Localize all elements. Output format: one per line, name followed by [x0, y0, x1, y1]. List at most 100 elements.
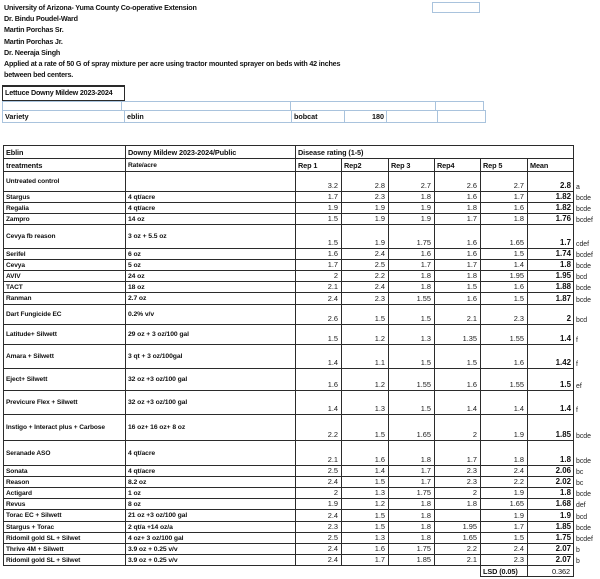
rate-cell[interactable]: 3.9 oz + 0.25 v/v — [125, 543, 296, 555]
rep-value-cell[interactable]: 1.1 — [341, 344, 389, 369]
mean-cell[interactable]: 2.06 — [526, 465, 575, 477]
rep-value-cell[interactable]: 2.7 — [388, 171, 435, 192]
rep-value-cell[interactable]: 2.4 — [480, 465, 528, 477]
mean-cell[interactable]: 1.82 — [526, 202, 575, 214]
rep-value-cell[interactable]: 1.5 — [295, 213, 342, 225]
variety-value-cell[interactable]: 180 — [344, 110, 387, 123]
empty-cell[interactable] — [386, 110, 438, 123]
treatment-cell[interactable]: Eject+ Silwett — [3, 368, 126, 391]
treatment-cell[interactable]: Regalia — [3, 202, 126, 214]
mean-cell[interactable]: 1.95 — [526, 270, 575, 282]
header-mean[interactable]: Mean — [526, 158, 575, 172]
rep-value-cell[interactable]: 1.65 — [480, 224, 528, 249]
rep-value-cell[interactable]: 1.5 — [388, 304, 435, 325]
rate-cell[interactable]: 3.9 oz + 0.25 v/v — [125, 554, 296, 566]
header-rep2[interactable]: Rep2 — [341, 158, 389, 172]
rep-value-cell[interactable]: 1.6 — [341, 543, 389, 555]
mean-cell[interactable]: 1.8 — [526, 487, 575, 499]
lsd-label-cell[interactable]: LSD (0.05) — [480, 565, 528, 577]
rep-value-cell[interactable]: 1.3 — [341, 532, 389, 544]
rep-value-cell[interactable]: 1.9 — [480, 414, 528, 441]
rep-value-cell[interactable]: 1.5 — [341, 304, 389, 325]
header-trial[interactable]: Downy Mildew 2023-2024/Public — [125, 145, 296, 159]
rep-value-cell[interactable]: 2.5 — [295, 532, 342, 544]
rep-value-cell[interactable]: 2.2 — [434, 543, 481, 555]
rep-value-cell[interactable]: 2.3 — [295, 521, 342, 533]
mean-cell[interactable]: 1.7 — [526, 224, 575, 249]
rep-value-cell[interactable]: 1.7 — [388, 465, 435, 477]
mean-cell[interactable]: 1.88 — [526, 281, 575, 293]
rep-value-cell[interactable]: 1.7 — [341, 554, 389, 566]
rep-value-cell[interactable]: 1.5 — [480, 248, 528, 260]
header-treatments[interactable]: treatments — [3, 158, 126, 172]
rep-value-cell[interactable]: 1.9 — [388, 202, 435, 214]
rep-value-cell[interactable]: 1.6 — [295, 368, 342, 391]
mean-cell[interactable]: 1.85 — [526, 521, 575, 533]
treatment-cell[interactable]: Ranman — [3, 292, 126, 305]
rep-value-cell[interactable]: 1.5 — [295, 324, 342, 345]
treatment-cell[interactable]: Cevya fb reason — [3, 224, 126, 249]
rep-value-cell[interactable]: 1.5 — [341, 509, 389, 522]
rep-value-cell[interactable]: 2.5 — [295, 465, 342, 477]
rep-value-cell[interactable]: 2.3 — [434, 465, 481, 477]
header-rep1[interactable]: Rep 1 — [295, 158, 342, 172]
rep-value-cell[interactable]: 1.75 — [388, 224, 435, 249]
rep-value-cell[interactable]: 1.3 — [341, 390, 389, 415]
rep-value-cell[interactable]: 1.9 — [341, 213, 389, 225]
header-eblin[interactable]: Eblin — [3, 145, 126, 159]
rep-value-cell[interactable]: 1.6 — [434, 191, 481, 203]
rep-value-cell[interactable]: 2.3 — [434, 476, 481, 488]
treatment-cell[interactable]: Previcure Flex + Silwett — [3, 390, 126, 415]
rep-value-cell[interactable]: 1.7 — [480, 521, 528, 533]
treatment-cell[interactable]: Serifel — [3, 248, 126, 260]
rep-value-cell[interactable]: 1.6 — [480, 202, 528, 214]
rep-value-cell[interactable]: 1.8 — [388, 281, 435, 293]
rep-value-cell[interactable]: 1.5 — [480, 532, 528, 544]
rep-value-cell[interactable]: 1.5 — [388, 390, 435, 415]
rep-value-cell[interactable]: 1.8 — [388, 498, 435, 510]
rep-value-cell[interactable]: 1.9 — [295, 202, 342, 214]
rep-value-cell[interactable]: 1.2 — [341, 324, 389, 345]
rep-value-cell[interactable]: 1.35 — [434, 324, 481, 345]
rep-value-cell[interactable]: 2 — [295, 487, 342, 499]
mean-cell[interactable]: 1.8 — [526, 259, 575, 271]
mean-cell[interactable]: 2.07 — [526, 543, 575, 555]
mean-cell[interactable]: 1.4 — [526, 324, 575, 345]
mean-cell[interactable]: 1.74 — [526, 248, 575, 260]
mean-cell[interactable]: 2 — [526, 304, 575, 325]
rep-value-cell[interactable]: 2.8 — [341, 171, 389, 192]
rate-cell[interactable]: 8.2 oz — [125, 476, 296, 488]
mean-cell[interactable]: 1.82 — [526, 191, 575, 203]
rate-cell[interactable]: 14 oz — [125, 213, 296, 225]
rep-value-cell[interactable]: 1.4 — [480, 390, 528, 415]
rep-value-cell[interactable]: 2.6 — [295, 304, 342, 325]
rate-cell[interactable]: 4 qt/acre — [125, 465, 296, 477]
rep-value-cell[interactable]: 1.95 — [480, 270, 528, 282]
rep-value-cell[interactable]: 1.5 — [388, 344, 435, 369]
rep-value-cell[interactable]: 1.7 — [434, 440, 481, 466]
rep-value-cell[interactable]: 1.9 — [341, 202, 389, 214]
rate-cell[interactable]: 4 qt/acre — [125, 440, 296, 466]
rep-value-cell[interactable]: 1.65 — [434, 532, 481, 544]
mean-cell[interactable]: 1.8 — [526, 440, 575, 466]
rep-value-cell[interactable]: 2.1 — [434, 554, 481, 566]
treatment-cell[interactable]: Untreated control — [3, 171, 126, 192]
rep-value-cell[interactable]: 2.4 — [341, 281, 389, 293]
rate-cell[interactable]: 32 oz +3 oz/100 gal — [125, 368, 296, 391]
rep-value-cell[interactable]: 1.6 — [434, 248, 481, 260]
rep-value-cell[interactable]: 1.55 — [388, 292, 435, 305]
header-rep4[interactable]: Rep4 — [434, 158, 481, 172]
variety-value-cell[interactable]: bobcat — [291, 110, 345, 123]
rep-value-cell[interactable]: 1.3 — [388, 324, 435, 345]
rep-value-cell[interactable]: 2.1 — [295, 281, 342, 293]
rep-value-cell[interactable]: 1.85 — [388, 554, 435, 566]
rep-value-cell[interactable]: 1.6 — [295, 248, 342, 260]
treatment-cell[interactable]: Reason — [3, 476, 126, 488]
rate-cell[interactable]: 29 oz + 3 oz/100 gal — [125, 324, 296, 345]
rep-value-cell[interactable]: 1.4 — [434, 390, 481, 415]
rate-cell[interactable]: 4 qt/acre — [125, 191, 296, 203]
rep-value-cell[interactable]: 1.5 — [434, 344, 481, 369]
rep-value-cell[interactable]: 1.7 — [434, 213, 481, 225]
rep-value-cell[interactable]: 1.65 — [388, 414, 435, 441]
treatment-cell[interactable]: Cevya — [3, 259, 126, 271]
